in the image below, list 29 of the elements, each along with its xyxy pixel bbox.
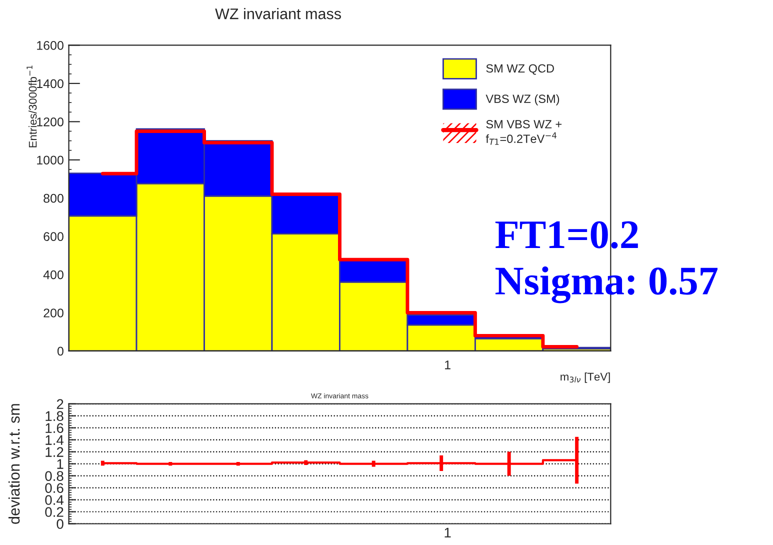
y-tick-label: 1.6	[46, 423, 64, 433]
y-tick-label: 200	[44, 308, 64, 318]
y-tick-label: 1.8	[46, 411, 64, 422]
y-tick-label: 0.2	[45, 507, 64, 517]
y-tick-label: 0	[57, 346, 64, 356]
legend-label: SM WZ QCD	[486, 64, 554, 75]
y-tick-label: 400	[43, 270, 64, 280]
y-axis-title: Entries/3000fb$^{−1}$	[26, 66, 37, 148]
y-tick-label: 0.8	[45, 471, 64, 481]
legend-label: VBS WZ (SM)	[486, 94, 560, 106]
y-tick-label: 600	[44, 232, 64, 241]
text: 1	[445, 360, 450, 370]
y-tick-label: 0.6	[45, 483, 64, 493]
y-tick-label: 0.4	[45, 495, 64, 505]
y-tick-label: 1400	[37, 79, 64, 88]
y-tick-label: 2	[56, 399, 64, 409]
y-tick-label: 1600	[37, 41, 64, 50]
y-tick-label: 1000	[37, 156, 64, 165]
y-tick-label: 1200	[37, 117, 64, 126]
y-tick-label: 1.2	[46, 447, 64, 457]
y-tick-label: 0	[56, 519, 64, 529]
text: 1	[444, 528, 451, 538]
legend-label: SM VBS WZ + f$_{T1}$=0.2TeV$^{−4}$	[486, 120, 562, 145]
x-axis-title: m$_{3lν}$ [TeV]	[560, 372, 610, 383]
y-tick-label: 1	[57, 459, 64, 469]
chart-title: WZ invariant mass	[215, 8, 341, 20]
y-tick-label: 800	[44, 194, 64, 203]
y-axis-title: deviation w.r.t. sm	[8, 404, 20, 524]
y-tick-label: 1.4	[46, 435, 64, 445]
